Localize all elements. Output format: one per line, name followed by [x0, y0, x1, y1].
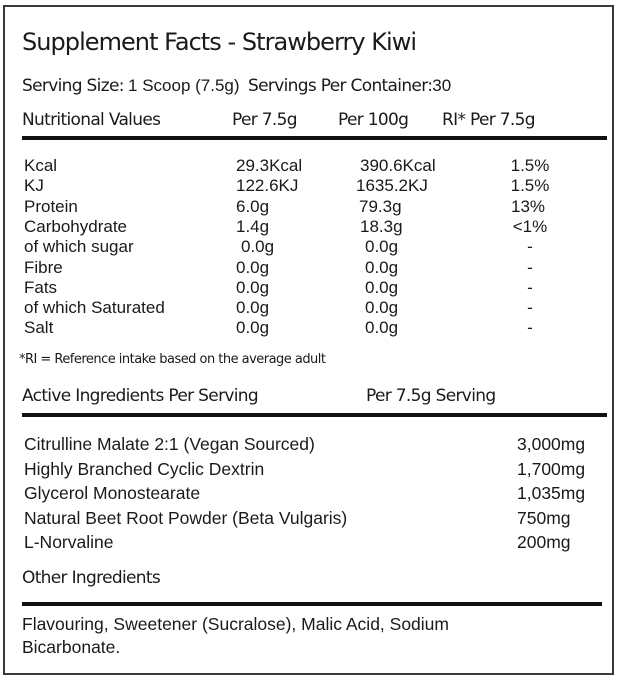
serving-size-label: Serving Size: — [22, 76, 124, 96]
per-100g: 0.0g — [365, 277, 399, 297]
divider — [22, 136, 607, 140]
per-serving: 1.4g — [236, 216, 270, 236]
per-serving: 6.0g — [236, 196, 270, 216]
ri-percent: 1.5% — [510, 156, 550, 175]
per-100g: 1635.2KJ — [356, 176, 428, 196]
per-100g: 79.3g — [359, 196, 402, 216]
ingredient-name: Glycerol Monostearate — [24, 483, 201, 504]
per-100g: 0.0g — [365, 298, 399, 318]
nutrient: Salt — [24, 318, 54, 338]
per-serving: 0.0g — [236, 277, 270, 297]
per-serving: 0.0g — [236, 298, 270, 318]
ri-footnote: *RI = Reference intake based on the aver… — [19, 352, 326, 367]
other-ingredients-line-1: Flavouring, Sweetener (Sucralose), Malic… — [22, 614, 449, 634]
nutrient: Fibre — [24, 257, 63, 277]
servings-per-container-value: 30 — [432, 76, 452, 95]
per-100g: 0.0g — [365, 237, 399, 257]
ri-percent: - — [527, 298, 533, 318]
ri-percent: <1% — [512, 216, 548, 236]
header-per-100g: Per 100g — [338, 110, 409, 130]
nutrient: Protein — [24, 196, 78, 216]
ingredient-name: Natural Beet Root Powder (Beta Vulgaris) — [24, 507, 348, 528]
per-serving: 0.0g — [236, 318, 270, 338]
ingredient-amount: 1,700mg — [517, 458, 586, 479]
header-per-serving-active: Per 7.5g Serving — [366, 386, 496, 406]
nutrient: Fats — [24, 277, 58, 297]
serving-info: Serving Size: 1 Scoop (7.5g) Servings Pe… — [22, 77, 451, 95]
per-serving: 0.0g — [241, 237, 275, 257]
nutrient: KJ — [24, 176, 44, 196]
header-nutritional-values: Nutritional Values — [22, 110, 161, 130]
divider — [22, 413, 607, 417]
ingredient-amount: 750mg — [517, 507, 571, 528]
per-100g: 0.0g — [365, 318, 399, 338]
per-100g: 0.0g — [365, 257, 399, 277]
ingredient-amount: 200mg — [517, 532, 571, 553]
per-serving: 0.0g — [236, 257, 270, 277]
other-ingredients-heading: Other Ingredients — [22, 568, 161, 588]
per-100g: 390.6Kcal — [360, 156, 436, 175]
header-active-ingredients: Active Ingredients Per Serving — [22, 386, 259, 406]
ri-percent: 1.5% — [510, 176, 550, 196]
servings-per-container-label: Servings Per Container: — [248, 76, 433, 96]
serving-size-value: 1 Scoop (7.5g) — [128, 76, 240, 95]
ingredient-name: L-Norvaline — [24, 532, 114, 553]
ingredient-name: Highly Branched Cyclic Dextrin — [24, 458, 265, 479]
ri-percent: - — [527, 257, 533, 277]
nutrient: of which Saturated — [24, 298, 165, 318]
other-ingredients-line-2: Bicarbonate. — [22, 637, 121, 657]
ri-percent: - — [527, 318, 533, 338]
ri-percent: - — [527, 277, 533, 297]
ingredient-amount: 1,035mg — [517, 483, 586, 504]
ri-percent: - — [527, 237, 533, 257]
ingredient-amount: 3,000mg — [517, 434, 586, 454]
title: Supplement Facts - Strawberry Kiwi — [22, 28, 417, 56]
per-100g: 18.3g — [360, 216, 403, 236]
per-serving: 29.3Kcal — [236, 156, 303, 175]
ri-percent: 13% — [510, 196, 546, 216]
nutrient: Kcal — [24, 156, 58, 175]
header-per-serving: Per 7.5g — [232, 110, 298, 130]
header-ri: RI* Per 7.5g — [442, 110, 536, 130]
ingredient-name: Citrulline Malate 2:1 (Vegan Sourced) — [24, 434, 315, 454]
per-serving: 122.6KJ — [236, 176, 299, 196]
supplement-facts-panel — [3, 5, 614, 675]
nutrient: Carbohydrate — [24, 216, 128, 236]
divider — [22, 602, 602, 606]
nutrient: of which sugar — [24, 237, 134, 257]
